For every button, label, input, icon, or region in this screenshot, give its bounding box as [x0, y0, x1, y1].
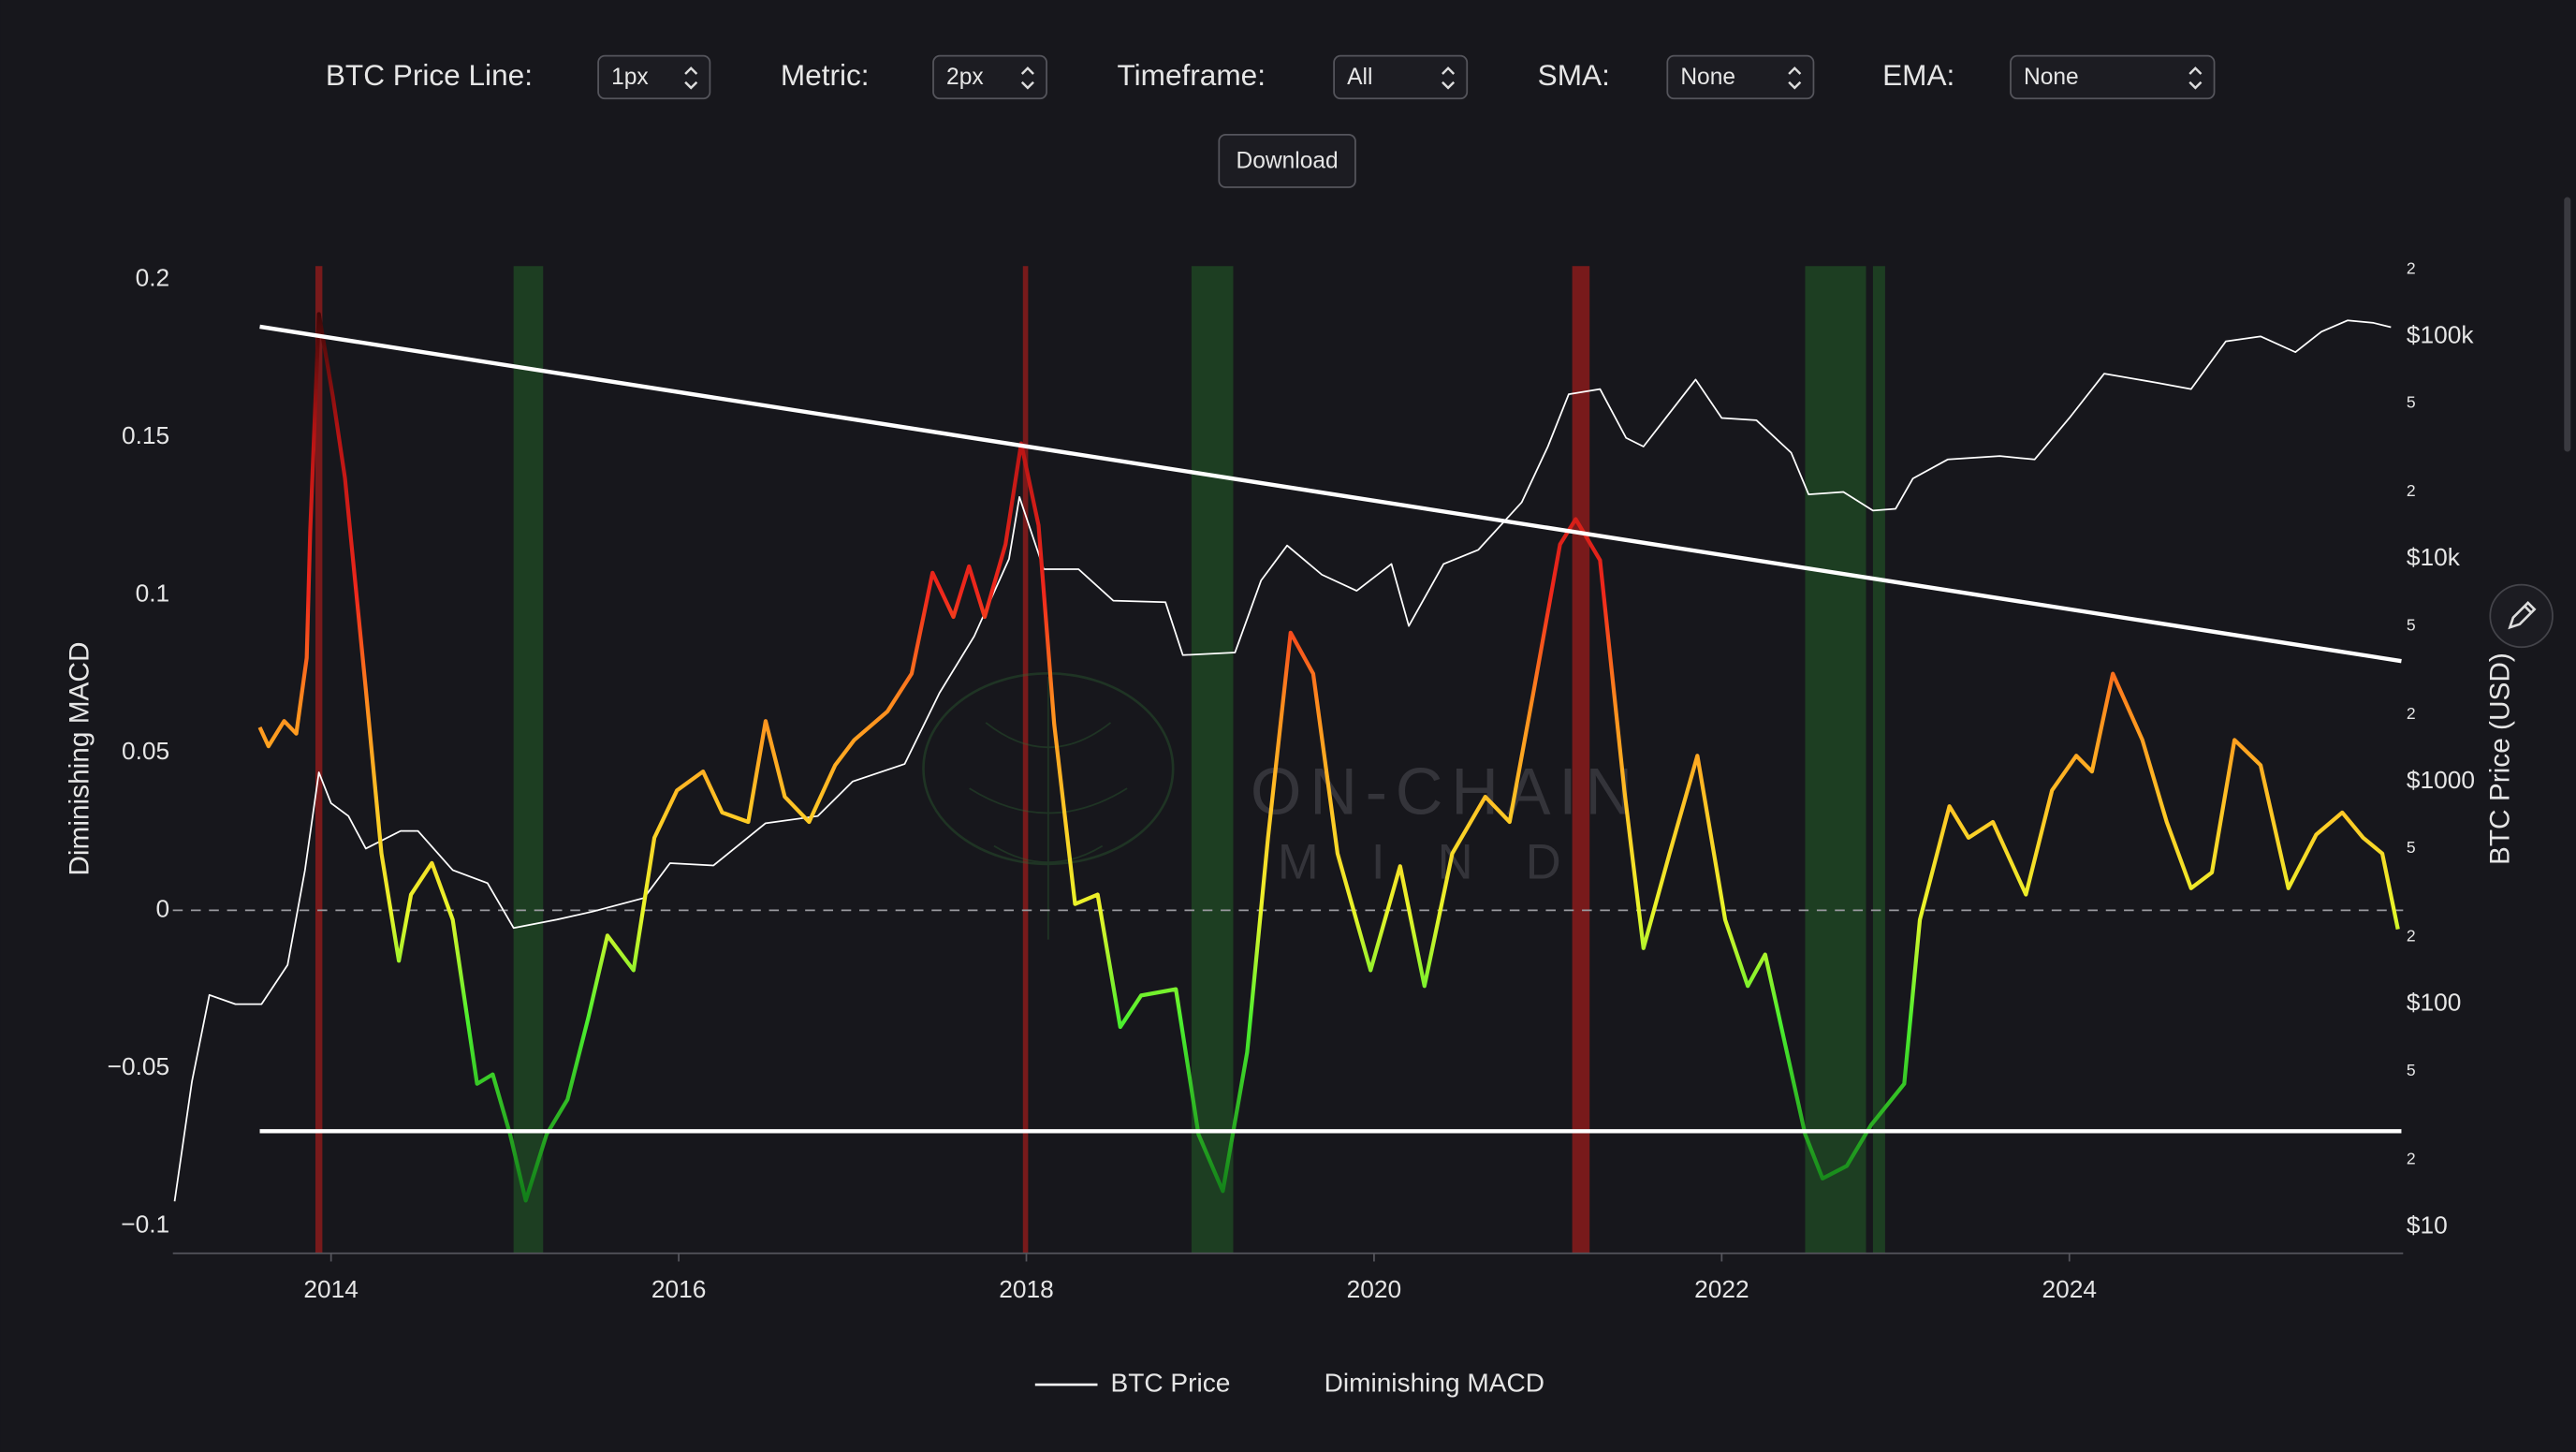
x-tick-label: 2016	[651, 1275, 707, 1303]
y2-tick-label: 2	[2407, 704, 2416, 723]
metric-line	[257, 312, 2400, 1203]
edit-circle[interactable]	[2489, 583, 2554, 649]
select-chevron[interactable]	[1020, 66, 1034, 90]
x-tick-label: 2018	[999, 1275, 1054, 1303]
x-tick-label: 2022	[1694, 1275, 1749, 1303]
select-frame[interactable]	[597, 54, 711, 100]
y2-tick-label: 5	[2407, 615, 2416, 634]
y-tick-label: 0.15	[122, 421, 169, 449]
x-tick-label: 2020	[1347, 1275, 1402, 1303]
highlight-band	[513, 266, 544, 1254]
y2-tick-label: 2	[2407, 258, 2416, 277]
y-tick-label: 0	[156, 894, 170, 922]
y2-axis-title: BTC Price (USD)	[2484, 653, 2515, 865]
select[interactable]: All	[1333, 54, 1469, 100]
scrollbar[interactable]	[2564, 197, 2571, 452]
y-tick-label: 0.2	[136, 263, 170, 291]
watermark-text: MIND	[1278, 835, 1614, 890]
select-value[interactable]: 2px	[946, 65, 984, 90]
select-frame[interactable]	[1666, 54, 1815, 100]
select[interactable]: None	[1666, 54, 1815, 100]
control-label: Metric:	[781, 58, 870, 92]
y2-tick-label: 5	[2407, 393, 2416, 412]
y2-tick-label: $100	[2407, 989, 2462, 1017]
watermark-text: ON-CHAIN	[1251, 754, 1641, 828]
y-tick-label: 0.05	[122, 737, 169, 765]
control-label: Timeframe:	[1118, 58, 1266, 92]
y-tick-label: −0.1	[121, 1210, 169, 1238]
y2-tick-label: 2	[2407, 927, 2416, 946]
select-frame[interactable]	[1333, 54, 1469, 100]
control-label: EMA:	[1882, 58, 1954, 92]
y2-tick-label: 2	[2407, 481, 2416, 500]
highlight-band	[315, 266, 323, 1254]
highlight-band	[1191, 266, 1234, 1254]
y-tick-label: −0.05	[108, 1052, 170, 1080]
control-label: SMA:	[1538, 58, 1610, 92]
select-frame[interactable]	[932, 54, 1047, 100]
edit-button[interactable]	[2489, 583, 2554, 649]
highlight-band	[1872, 266, 1885, 1254]
y2-tick-label: $100k	[2407, 320, 2475, 348]
x-tick-label: 2024	[2042, 1275, 2098, 1303]
select-chevron[interactable]	[1442, 66, 1456, 90]
y2-tick-label: $10	[2407, 1210, 2448, 1239]
select-value[interactable]: None	[2024, 65, 2079, 90]
select-value[interactable]: All	[1347, 65, 1372, 90]
plot-area: ON-CHAIN MIND −0.1 −0.05 0 0.05 0.1 0.15 0.2 $10 2…	[108, 258, 2475, 1303]
select-chevron[interactable]	[684, 66, 698, 90]
y2-tick-label: 5	[2407, 1061, 2416, 1079]
select-value[interactable]: None	[1680, 65, 1735, 90]
watermark: ON-CHAIN MIND	[922, 672, 1641, 940]
controls-bar: BTC Price Line: 1px Metric: 2px Timeframe: Al…	[326, 54, 2216, 100]
select-chevron[interactable]	[1788, 66, 1802, 90]
watermark-logo	[922, 672, 1175, 866]
y2-tick-label: 5	[2407, 838, 2416, 857]
highlight-band	[1572, 266, 1590, 1254]
watermark-logo-detail	[969, 676, 1128, 940]
y2-tick-label: $10k	[2407, 543, 2461, 571]
button-frame[interactable]	[1218, 133, 1356, 188]
x-tick-label: 2014	[303, 1275, 359, 1303]
highlight-band	[1022, 266, 1029, 1254]
select[interactable]: 2px	[932, 54, 1047, 100]
download-button[interactable]: Download	[1218, 133, 1356, 188]
legend-label: BTC Price	[1111, 1368, 1231, 1397]
legend-label: Diminishing MACD	[1325, 1368, 1544, 1397]
select-frame[interactable]	[2010, 54, 2216, 100]
edit-icon[interactable]	[2508, 601, 2537, 630]
select[interactable]: 1px	[597, 54, 711, 100]
select-chevron[interactable]	[2188, 66, 2203, 90]
price-line	[173, 319, 2392, 1202]
y2-tick-label: $1000	[2407, 766, 2475, 794]
y-tick-label: 0.1	[136, 579, 170, 607]
trend-line	[259, 324, 2402, 664]
y-axis-title: Diminishing MACD	[64, 642, 95, 876]
button-label[interactable]: Download	[1237, 148, 1339, 173]
control-label: BTC Price Line:	[326, 58, 533, 92]
select[interactable]: None	[2010, 54, 2216, 100]
highlight-band	[1805, 266, 1866, 1254]
y2-tick-label: 2	[2407, 1149, 2416, 1167]
select-value[interactable]: 1px	[611, 65, 649, 90]
